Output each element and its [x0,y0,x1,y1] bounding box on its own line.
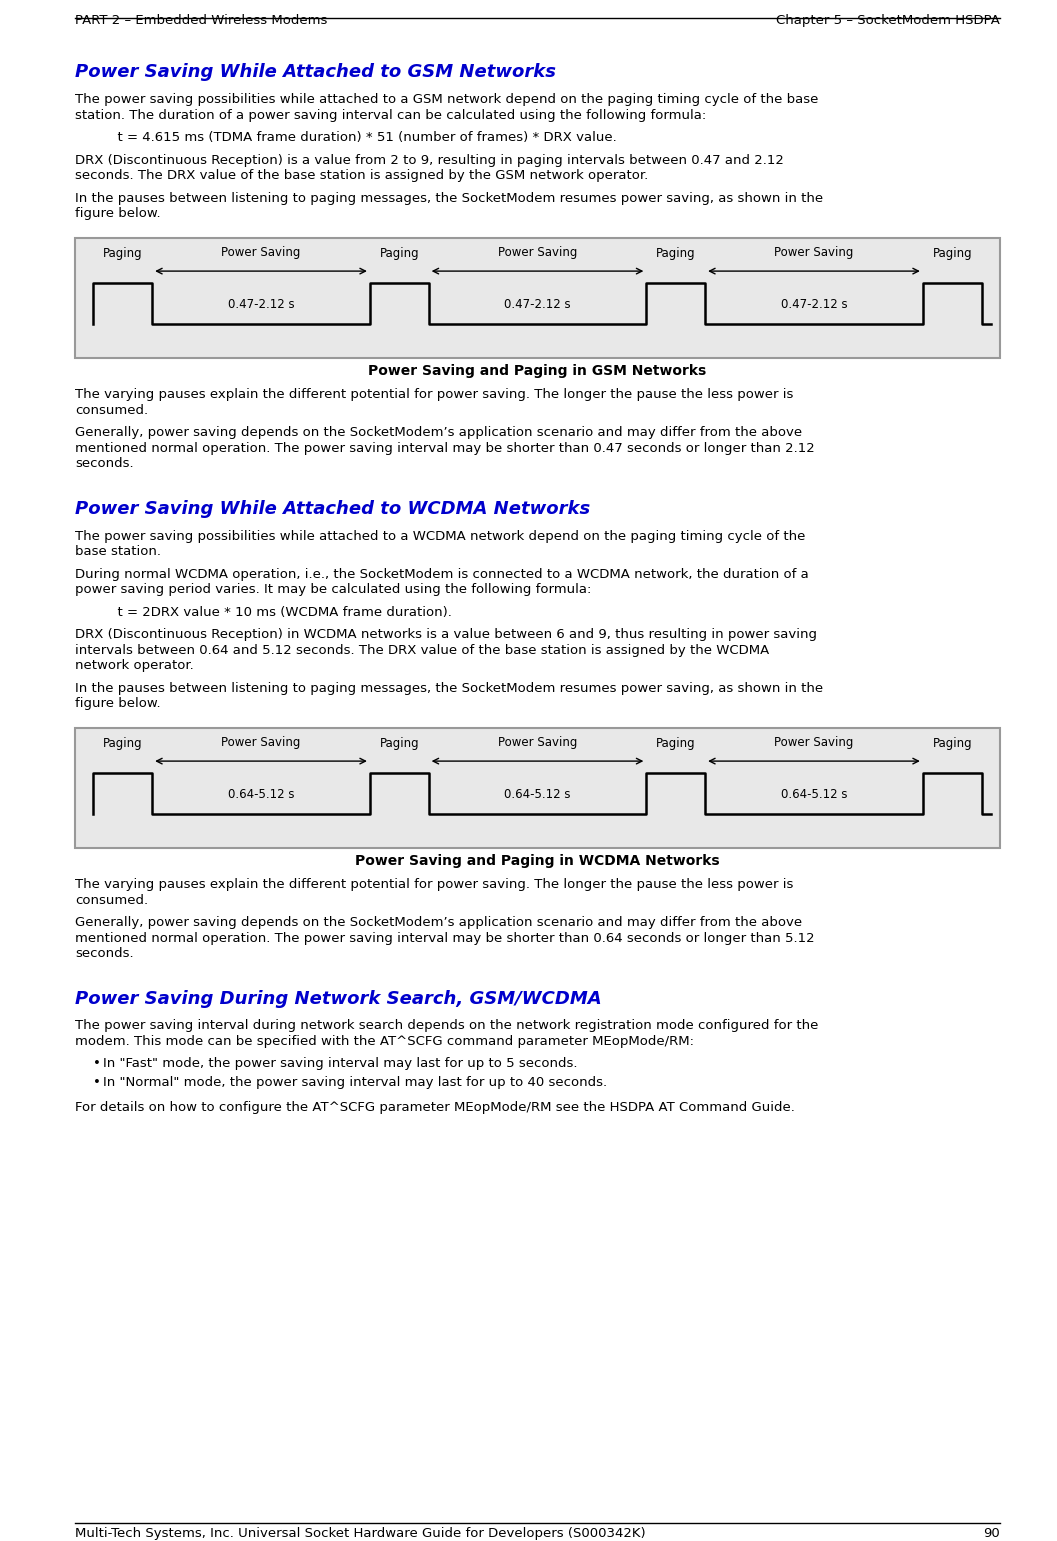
Text: consumed.: consumed. [75,894,148,906]
Text: The power saving possibilities while attached to a WCDMA network depend on the p: The power saving possibilities while att… [75,530,805,542]
Text: 0.47-2.12 s: 0.47-2.12 s [781,297,848,310]
Text: seconds. The DRX value of the base station is assigned by the GSM network operat: seconds. The DRX value of the base stati… [75,170,648,182]
Text: Paging: Paging [656,737,696,750]
Text: Paging: Paging [932,737,972,750]
Text: In "Normal" mode, the power saving interval may last for up to 40 seconds.: In "Normal" mode, the power saving inter… [103,1076,607,1089]
Text: consumed.: consumed. [75,404,148,416]
Text: Generally, power saving depends on the SocketModem’s application scenario and ma: Generally, power saving depends on the S… [75,915,802,929]
Text: Paging: Paging [932,247,972,260]
Text: base station.: base station. [75,546,161,558]
Text: 0.47-2.12 s: 0.47-2.12 s [227,297,294,310]
Text: 0.64-5.12 s: 0.64-5.12 s [227,787,294,800]
Text: 0.64-5.12 s: 0.64-5.12 s [504,787,571,800]
Text: Power Saving: Power Saving [221,737,300,749]
Text: The varying pauses explain the different potential for power saving. The longer : The varying pauses explain the different… [75,878,794,891]
Text: 0.64-5.12 s: 0.64-5.12 s [781,787,848,800]
Text: Power Saving and Paging in WCDMA Networks: Power Saving and Paging in WCDMA Network… [355,854,720,868]
Text: Multi-Tech Systems, Inc. Universal Socket Hardware Guide for Developers (S000342: Multi-Tech Systems, Inc. Universal Socke… [75,1527,646,1539]
Text: The power saving interval during network search depends on the network registrat: The power saving interval during network… [75,1020,818,1032]
Text: DRX (Discontinuous Reception) is a value from 2 to 9, resulting in paging interv: DRX (Discontinuous Reception) is a value… [75,154,784,166]
Text: During normal WCDMA operation, i.e., the SocketModem is connected to a WCDMA net: During normal WCDMA operation, i.e., the… [75,567,809,581]
Text: For details on how to configure the AT^SCFG parameter MEopMode/RM see the HSDPA : For details on how to configure the AT^S… [75,1102,795,1114]
Text: station. The duration of a power saving interval can be calculated using the fol: station. The duration of a power saving … [75,108,706,122]
Text: In the pauses between listening to paging messages, the SocketModem resumes powe: In the pauses between listening to pagin… [75,191,823,205]
Text: network operator.: network operator. [75,660,193,672]
Text: •: • [93,1076,100,1089]
Bar [75,237,1000,358]
Text: 90: 90 [983,1527,1000,1539]
Text: modem. This mode can be specified with the AT^SCFG command parameter MEopMode/RM: modem. This mode can be specified with t… [75,1036,694,1048]
Text: PART 2 – Embedded Wireless Modems: PART 2 – Embedded Wireless Modems [75,14,328,28]
Text: seconds.: seconds. [75,948,133,960]
Text: Power Saving: Power Saving [775,737,854,749]
Text: Power Saving: Power Saving [498,247,577,259]
Text: The varying pauses explain the different potential for power saving. The longer : The varying pauses explain the different… [75,388,794,401]
Text: Paging: Paging [379,737,419,750]
Text: figure below.: figure below. [75,697,161,710]
Text: In the pauses between listening to paging messages, the SocketModem resumes powe: In the pauses between listening to pagin… [75,681,823,695]
Text: Power Saving While Attached to GSM Networks: Power Saving While Attached to GSM Netwo… [75,63,556,82]
Text: 0.47-2.12 s: 0.47-2.12 s [504,297,571,310]
Text: Power Saving While Attached to WCDMA Networks: Power Saving While Attached to WCDMA Net… [75,499,590,518]
Text: figure below.: figure below. [75,206,161,220]
Text: power saving period varies. It may be calculated using the following formula:: power saving period varies. It may be ca… [75,582,591,596]
Text: DRX (Discontinuous Reception) in WCDMA networks is a value between 6 and 9, thus: DRX (Discontinuous Reception) in WCDMA n… [75,629,817,641]
Text: Power Saving During Network Search, GSM/WCDMA: Power Saving During Network Search, GSM/… [75,989,601,1008]
Text: The power saving possibilities while attached to a GSM network depend on the pag: The power saving possibilities while att… [75,92,818,106]
Text: Paging: Paging [656,247,696,260]
Text: Paging: Paging [379,247,419,260]
Text: In "Fast" mode, the power saving interval may last for up to 5 seconds.: In "Fast" mode, the power saving interva… [103,1057,577,1071]
Text: Power Saving and Paging in GSM Networks: Power Saving and Paging in GSM Networks [369,364,707,378]
Text: mentioned normal operation. The power saving interval may be shorter than 0.64 s: mentioned normal operation. The power sa… [75,931,815,945]
Text: mentioned normal operation. The power saving interval may be shorter than 0.47 s: mentioned normal operation. The power sa… [75,442,815,455]
Text: Paging: Paging [103,737,143,750]
Text: Paging: Paging [103,247,143,260]
Text: t = 2DRX value * 10 ms (WCDMA frame duration).: t = 2DRX value * 10 ms (WCDMA frame dura… [75,606,452,618]
Text: intervals between 0.64 and 5.12 seconds. The DRX value of the base station is as: intervals between 0.64 and 5.12 seconds.… [75,644,769,656]
Text: t = 4.615 ms (TDMA frame duration) * 51 (number of frames) * DRX value.: t = 4.615 ms (TDMA frame duration) * 51 … [75,131,616,143]
Text: Power Saving: Power Saving [498,737,577,749]
Text: Chapter 5 – SocketModem HSDPA: Chapter 5 – SocketModem HSDPA [776,14,1000,28]
Text: Power Saving: Power Saving [775,247,854,259]
Text: •: • [93,1057,100,1071]
Text: Generally, power saving depends on the SocketModem’s application scenario and ma: Generally, power saving depends on the S… [75,425,802,439]
Text: Power Saving: Power Saving [221,247,300,259]
Text: seconds.: seconds. [75,458,133,470]
Bar [75,727,1000,848]
